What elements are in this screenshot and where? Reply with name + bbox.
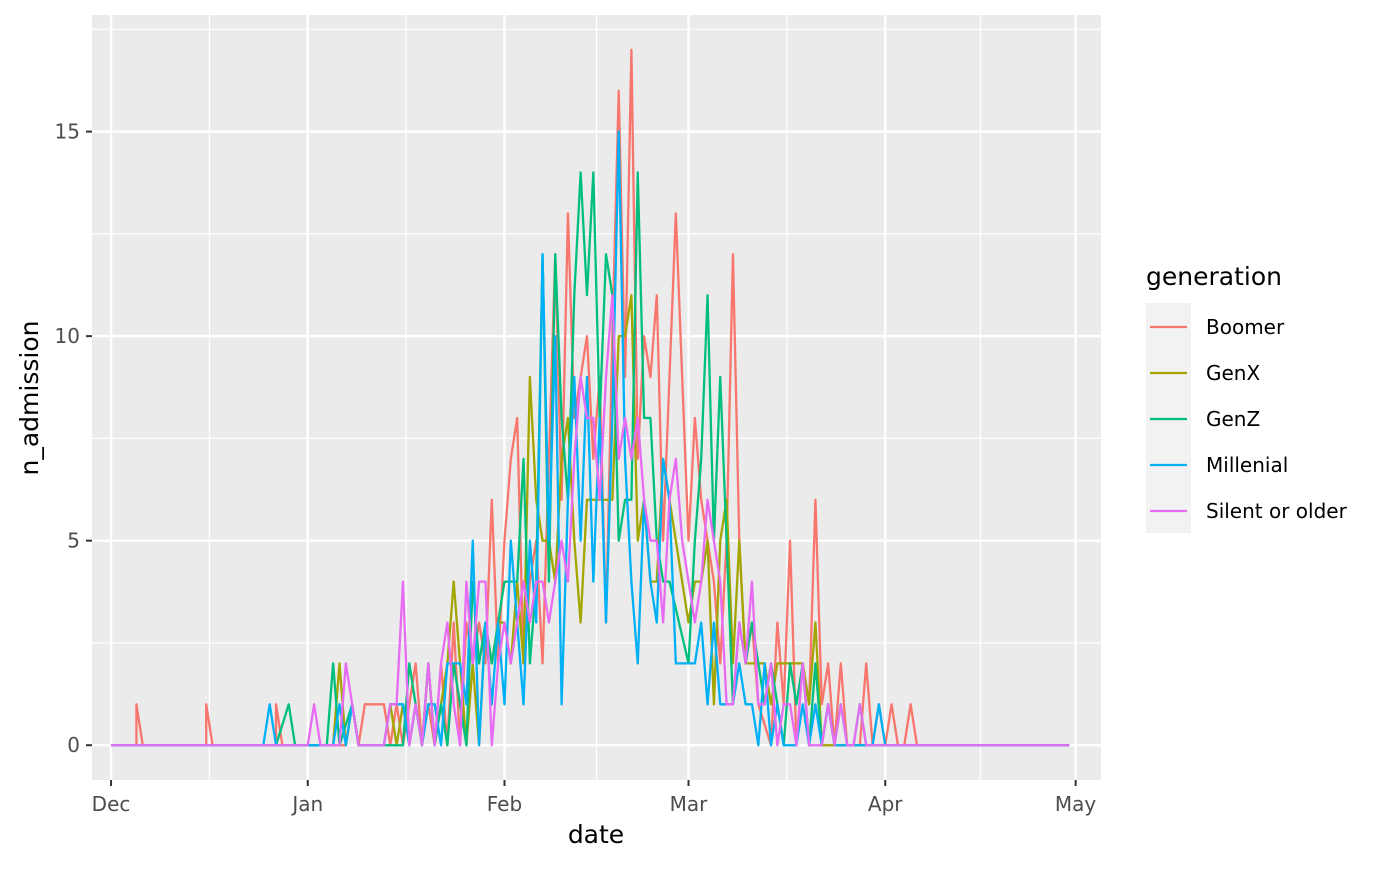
y-tick-label: 0 (67, 733, 80, 757)
y-axis: 0 5 10 15 (55, 120, 92, 757)
x-tick-label: May (1055, 792, 1097, 816)
x-axis: Dec Jan Feb Mar Apr May (92, 780, 1097, 816)
legend-label: Silent or older (1206, 499, 1348, 523)
series-line-boomer (111, 48, 1070, 747)
y-axis-title: n_admission (15, 321, 44, 476)
legend-label: Millenial (1206, 453, 1288, 477)
legend-label: GenX (1206, 361, 1260, 385)
x-tick-label: Apr (868, 792, 903, 816)
y-tick-label: 15 (55, 120, 80, 144)
x-tick-label: Mar (670, 792, 709, 816)
x-axis-title: date (568, 820, 624, 849)
minor-gridlines (92, 15, 1101, 780)
x-tick-label: Feb (487, 792, 522, 816)
y-tick-label: 5 (67, 529, 80, 553)
legend-title: generation (1146, 262, 1282, 291)
y-tick-label: 10 (55, 324, 80, 348)
legend: generation Boomer GenX GenZ Millenial Silent… (1146, 262, 1348, 533)
x-tick-label: Jan (290, 792, 323, 816)
x-tick-label: Dec (92, 792, 131, 816)
series-lines (111, 48, 1070, 747)
legend-label: GenZ (1206, 407, 1260, 431)
series-line-silent-or-older (111, 294, 1070, 747)
legend-label: Boomer (1206, 315, 1285, 339)
